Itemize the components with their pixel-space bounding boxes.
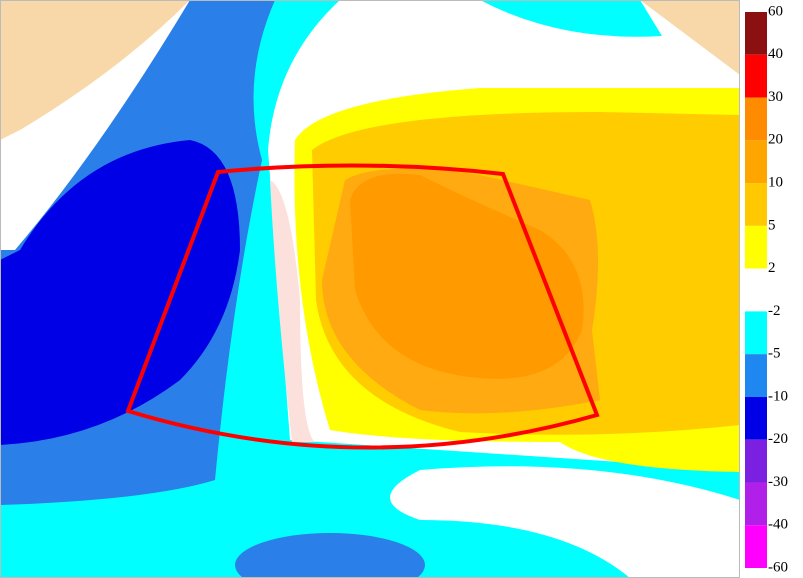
colorbar-segment [745,183,767,226]
colorbar-segment [745,311,767,355]
colorbar-tick-label: 40 [768,46,783,62]
colorbar-tick-label: 30 [768,89,783,105]
colorbar-tick-label: 20 [768,132,783,148]
colorbar-tick-label: 60 [768,3,783,19]
colorbar-segment [745,268,767,312]
focus-sector [125,163,600,450]
blue-region [235,533,425,578]
neutral-region [390,466,740,578]
colorbar-tick-label: 10 [768,175,783,191]
colorbar-segment [745,439,767,483]
dark-blue-region [0,140,240,445]
colorbar-tick-label: -60 [768,559,788,575]
colorbar-tick-label: -2 [768,303,781,319]
colorbar-segment [745,354,767,397]
colorbar: 60 40 30 20 10 5 2 -2 -5 -10 -20 -30 -40 -60 [745,3,788,575]
colorbar-tick-label: -10 [768,388,788,404]
colorbar-segment [745,140,767,184]
land [640,0,740,75]
land [0,0,190,140]
colorbar-tick-label: 5 [768,217,776,233]
colorbar-segment [745,396,767,440]
pink-region [270,180,315,442]
colorbar-segment [745,12,767,55]
colorbar-segment [745,54,767,98]
colorbar-tick-label: -5 [768,346,781,362]
colorbar-segment [745,525,767,568]
map [0,0,740,578]
colorbar-tick-label: -40 [768,517,788,533]
cyan-region [480,0,662,37]
colorbar-tick-label: -30 [768,474,788,490]
colorbar-tick-label: -20 [768,431,788,447]
colorbar-segment [745,482,767,526]
colorbar-tick-label: 2 [768,260,776,276]
dark-orange-region [350,173,584,379]
colorbar-segment [745,97,767,141]
colorbar-segment [745,225,767,269]
